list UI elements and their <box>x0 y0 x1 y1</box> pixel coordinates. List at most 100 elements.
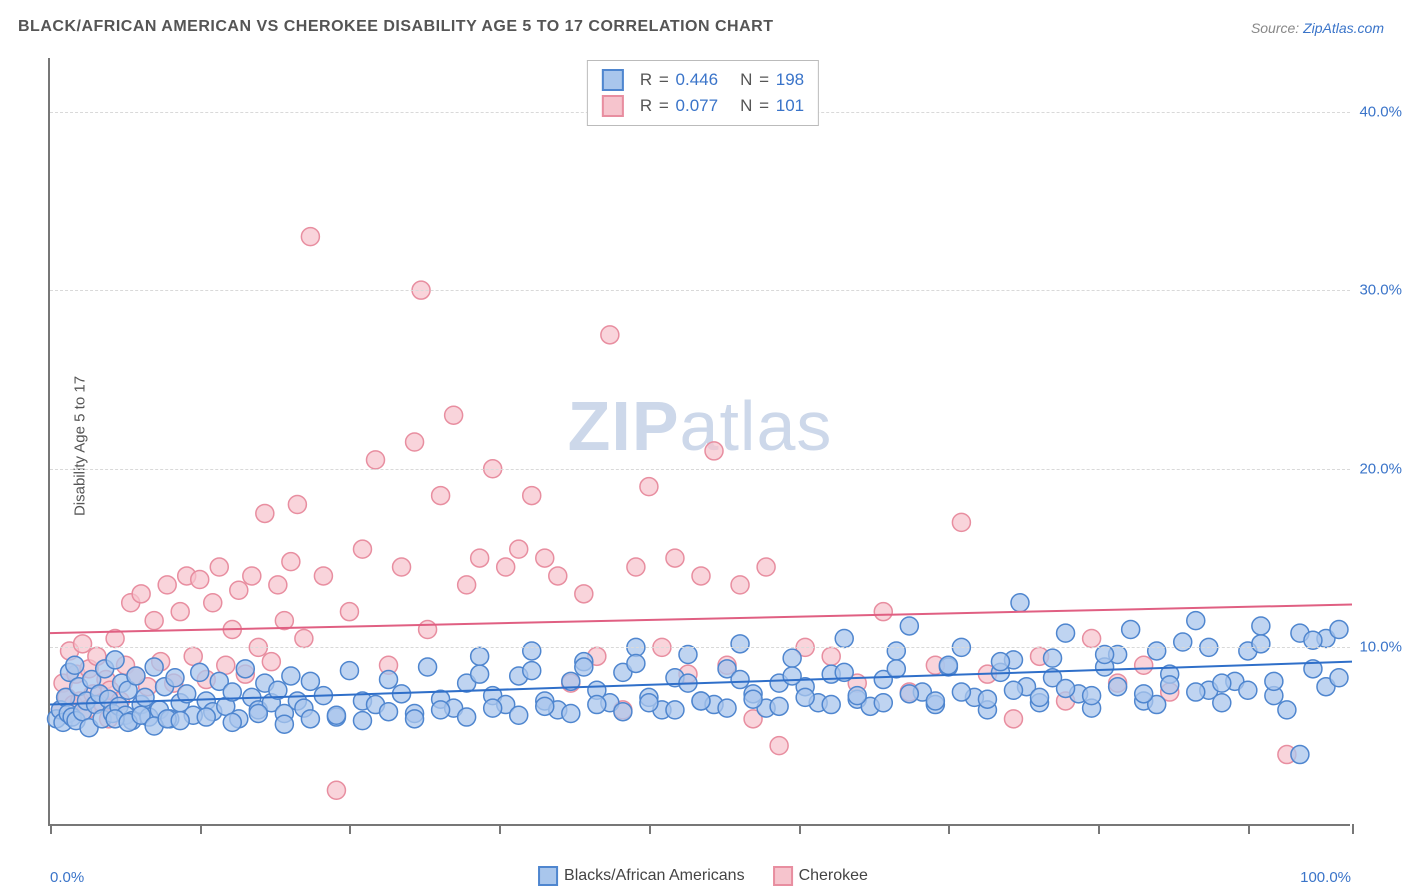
data-point <box>562 704 580 722</box>
data-point <box>100 710 118 728</box>
data-point <box>117 706 135 724</box>
data-point <box>1213 674 1231 692</box>
data-point <box>57 688 75 706</box>
data-point <box>952 683 970 701</box>
data-point <box>1148 642 1166 660</box>
data-point <box>1200 681 1218 699</box>
data-point <box>679 674 697 692</box>
data-point <box>523 487 541 505</box>
data-point <box>484 699 502 717</box>
data-point <box>536 549 554 567</box>
data-point <box>835 663 853 681</box>
data-point <box>66 656 84 674</box>
data-point <box>275 715 293 733</box>
x-tick <box>1352 824 1354 834</box>
series-legend: Blacks/African AmericansCherokee <box>538 866 868 886</box>
data-point <box>497 558 515 576</box>
data-point <box>692 692 710 710</box>
gridline-h <box>50 647 1350 648</box>
data-point <box>367 451 385 469</box>
data-point <box>679 665 697 683</box>
data-point <box>952 513 970 531</box>
data-point <box>340 603 358 621</box>
data-point <box>770 674 788 692</box>
x-tick <box>649 824 651 834</box>
data-point <box>101 681 119 699</box>
data-point <box>301 672 319 690</box>
data-point <box>965 688 983 706</box>
data-point <box>269 681 287 699</box>
data-point <box>1317 629 1335 647</box>
data-point <box>575 653 593 671</box>
source-attribution: Source: ZipAtlas.com <box>1251 20 1384 36</box>
x-tick <box>200 824 202 834</box>
data-point <box>523 662 541 680</box>
data-point <box>61 642 79 660</box>
data-point <box>770 737 788 755</box>
stats-r-label: R = 0.077 <box>640 96 718 116</box>
data-point <box>731 576 749 594</box>
data-point <box>171 712 189 730</box>
data-point <box>575 658 593 676</box>
data-point <box>1044 669 1062 687</box>
data-point <box>848 674 866 692</box>
data-point <box>471 665 489 683</box>
data-point <box>191 663 209 681</box>
data-point <box>295 629 313 647</box>
data-point <box>1031 647 1049 665</box>
data-point <box>1265 672 1283 690</box>
stats-swatch <box>602 95 624 117</box>
data-point <box>887 660 905 678</box>
correlation-stats-legend: R = 0.446N = 198R = 0.077N = 101 <box>587 60 819 126</box>
data-point <box>1213 694 1231 712</box>
data-point <box>1044 649 1062 667</box>
data-point <box>184 706 202 724</box>
data-point <box>97 671 115 689</box>
data-point <box>497 696 515 714</box>
x-axis-min-label: 0.0% <box>50 869 84 886</box>
data-point <box>1135 685 1153 703</box>
data-point <box>1057 679 1075 697</box>
data-point <box>744 685 762 703</box>
data-point <box>874 603 892 621</box>
x-tick <box>1248 824 1250 834</box>
data-point <box>471 549 489 567</box>
source-link[interactable]: ZipAtlas.com <box>1303 20 1384 36</box>
data-point <box>123 712 141 730</box>
data-point <box>1148 696 1166 714</box>
data-point <box>178 567 196 585</box>
data-point <box>601 326 619 344</box>
data-point <box>59 704 77 722</box>
data-point <box>627 558 645 576</box>
data-point <box>458 674 476 692</box>
data-point <box>1031 694 1049 712</box>
data-point <box>380 671 398 689</box>
data-point <box>87 696 105 714</box>
data-point <box>523 642 541 660</box>
data-point <box>217 697 235 715</box>
data-point <box>900 617 918 635</box>
data-point <box>184 647 202 665</box>
data-point <box>161 710 179 728</box>
data-point <box>666 669 684 687</box>
data-point <box>210 558 228 576</box>
data-point <box>705 696 723 714</box>
data-point <box>223 683 241 701</box>
data-point <box>562 674 580 692</box>
data-point <box>90 685 108 703</box>
data-point <box>731 635 749 653</box>
data-point <box>549 701 567 719</box>
data-point <box>275 612 293 630</box>
data-point <box>282 553 300 571</box>
data-point <box>588 681 606 699</box>
data-point <box>666 549 684 567</box>
data-point <box>136 688 154 706</box>
data-point <box>835 629 853 647</box>
data-point <box>51 701 69 719</box>
data-point <box>705 442 723 460</box>
data-point <box>588 647 606 665</box>
data-point <box>165 674 183 692</box>
stats-row: R = 0.077N = 101 <box>602 93 804 119</box>
data-point <box>601 694 619 712</box>
data-point <box>58 688 76 706</box>
